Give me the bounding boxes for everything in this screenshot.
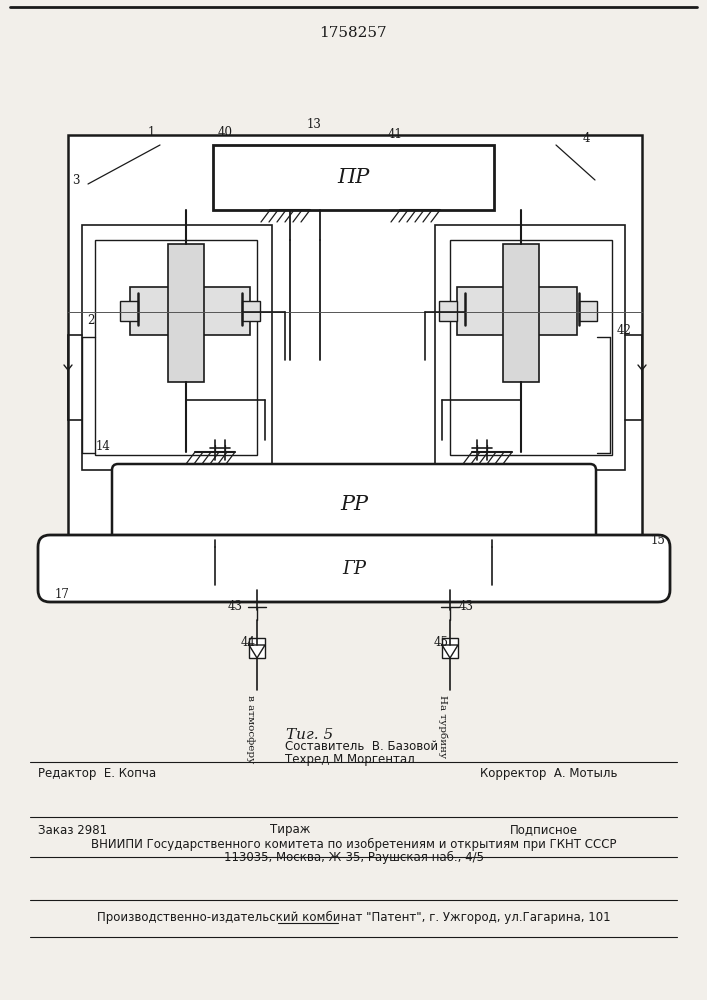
Text: Производственно-издательский комбинат "Патент", г. Ужгород, ул.Гагарина, 101: Производственно-издательский комбинат "П… [97,910,611,924]
Text: ГР: ГР [342,560,366,578]
Text: 3: 3 [72,174,79,186]
Bar [457,287,577,335]
Bar [130,287,250,335]
FancyBboxPatch shape [112,464,596,546]
Text: 1: 1 [148,125,156,138]
Text: 14: 14 [96,440,111,454]
FancyBboxPatch shape [38,535,670,602]
Bar [213,145,494,210]
Text: 43: 43 [459,600,474,613]
Bar [503,244,539,382]
Text: Редактор  Е. Копча: Редактор Е. Копча [38,768,156,780]
Bar [450,240,612,455]
Text: Техред М.Моргентал: Техред М.Моргентал [285,754,415,766]
Text: РР: РР [340,495,368,514]
Text: в атмосферу: в атмосферу [245,695,255,763]
Text: 4: 4 [583,131,590,144]
Text: Составитель  В. Базовой: Составитель В. Базовой [285,740,438,754]
Bar [439,301,457,321]
Text: 13: 13 [307,118,322,131]
Text: Заказ 2981: Заказ 2981 [38,824,107,836]
Text: Подписное: Подписное [510,824,578,836]
Text: 15: 15 [651,534,666,546]
Bar [249,638,265,658]
Bar [120,301,138,321]
Text: Корректор  А. Мотыль: Корректор А. Мотыль [480,768,617,780]
Text: Τиг. 5: Τиг. 5 [286,728,334,742]
Bar [68,135,642,595]
Text: 43: 43 [228,600,243,613]
Bar [435,225,625,470]
Text: 40: 40 [218,125,233,138]
Text: 2: 2 [87,314,94,326]
Text: ПР: ПР [337,168,370,187]
Bar [168,244,204,382]
Text: 44: 44 [241,636,256,648]
Text: Тираж: Тираж [270,824,310,836]
Text: На турбину: На турбину [438,695,448,758]
Text: 41: 41 [388,127,403,140]
Bar [442,638,458,658]
Bar [95,240,257,455]
Text: 17: 17 [55,587,70,600]
Bar [82,225,272,470]
Text: 45: 45 [434,636,449,648]
Text: 42: 42 [617,324,632,336]
Text: ВНИИПИ Государственного комитета по изобретениям и открытиям при ГКНТ СССР: ВНИИПИ Государственного комитета по изоб… [91,837,617,851]
Text: 113035, Москва, Ж-35, Раушская наб., 4/5: 113035, Москва, Ж-35, Раушская наб., 4/5 [224,850,484,864]
Bar [579,301,597,321]
Bar [242,301,260,321]
Text: 1758257: 1758257 [319,26,387,40]
